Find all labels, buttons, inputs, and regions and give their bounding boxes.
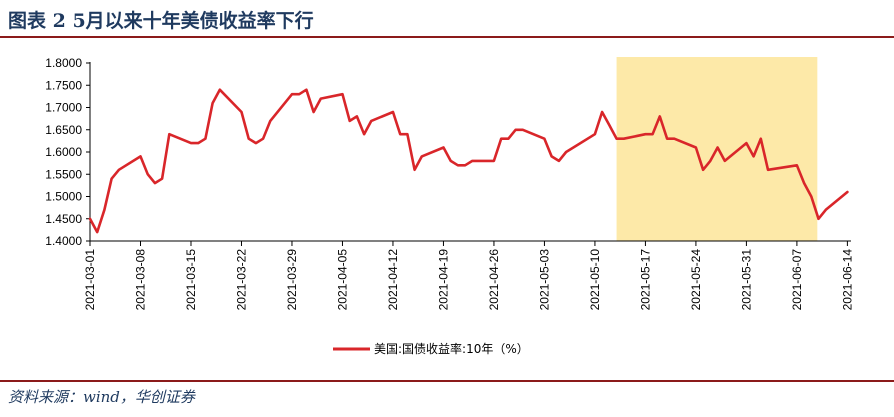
x-tick-label: 2021-04-19 (436, 249, 450, 311)
x-tick-label: 2021-05-31 (739, 249, 753, 311)
x-tick-label: 2021-05-10 (588, 249, 602, 311)
source-divider (0, 380, 894, 382)
legend: 美国:国债收益率:10年（%） (333, 341, 529, 356)
x-tick-label: 2021-06-14 (840, 249, 854, 311)
legend-label: 美国:国债收益率:10年（%） (374, 341, 529, 356)
source-note: 资料来源：wind，华创证券 (8, 388, 195, 406)
y-tick-label: 1.5000 (45, 190, 82, 204)
y-tick-labels: 1.4000 1.4500 1.5000 1.5500 1.6000 1.6500 1.70… (45, 56, 82, 248)
x-tick-labels: 2021-03-01 2021-03-08 2021-03-15 2021-03-22… (83, 249, 854, 311)
x-tick-label: 2021-03-01 (83, 249, 97, 311)
x-tick-label: 2021-03-29 (285, 249, 299, 311)
line-chart: 1.4000 1.4500 1.5000 1.5500 1.6000 1.6500 1.70… (45, 56, 854, 356)
y-tick-label: 1.7000 (45, 101, 82, 115)
title-divider (0, 36, 894, 38)
x-tick-label: 2021-04-12 (386, 249, 400, 311)
y-tick-label: 1.6000 (45, 145, 82, 159)
page-title: 图表 2 5月以来十年美债收益率下行 (8, 10, 314, 32)
axis-layer (86, 62, 851, 246)
x-tick-label: 2021-04-05 (335, 249, 349, 311)
x-tick-label: 2021-05-17 (638, 249, 652, 311)
series-line (88, 88, 849, 234)
y-tick-label: 1.8000 (45, 56, 82, 70)
y-tick-label: 1.7500 (45, 78, 82, 92)
x-tick-label: 2021-05-03 (537, 249, 551, 311)
y-tick-label: 1.6500 (45, 123, 82, 137)
x-tick-label: 2021-05-24 (689, 249, 703, 311)
x-tick-label: 2021-03-15 (184, 249, 198, 311)
y-tick-label: 1.4500 (45, 212, 82, 226)
series-layer (88, 88, 849, 234)
x-tick-label: 2021-06-07 (790, 249, 804, 311)
y-tick-label: 1.4000 (45, 234, 82, 248)
x-tick-label: 2021-04-26 (487, 249, 501, 311)
y-tick-label: 1.5500 (45, 167, 82, 181)
x-tick-label: 2021-03-08 (133, 249, 147, 311)
title-bar: 图表 2 5月以来十年美债收益率下行 (0, 0, 894, 40)
x-tick-label: 2021-03-22 (234, 249, 248, 311)
